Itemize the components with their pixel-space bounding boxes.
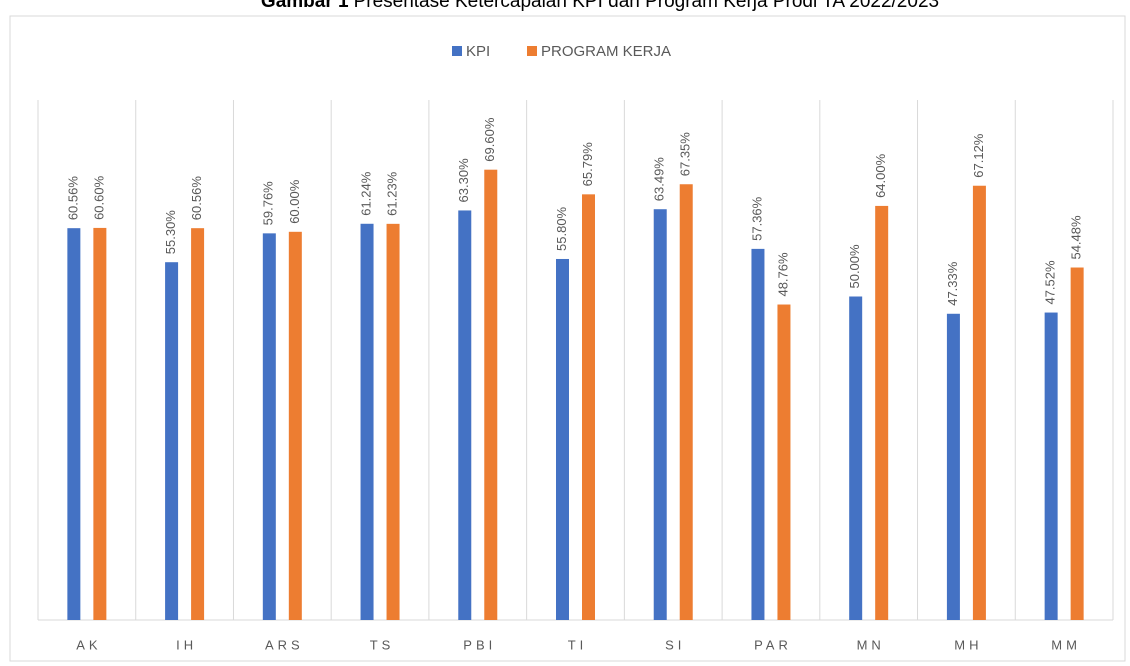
value-label: 67.35% [678,132,693,177]
title-text: Presentase Ketercapaian KPI dan Program … [354,0,940,12]
value-label: 55.80% [554,206,569,251]
value-label: 60.56% [189,176,204,221]
bar [582,194,595,621]
value-label: 64.00% [873,153,888,198]
x-tick-label: ARS [265,637,304,652]
legend-label: PROGRAM KERJA [541,43,671,60]
bar [1070,267,1084,620]
value-label: 60.00% [287,179,302,224]
bar [191,228,205,620]
value-label: 60.60% [91,175,106,220]
bar [1044,312,1058,620]
chart-title: Gambar 1 Presentase Ketercapaian KPI dan … [261,0,939,12]
bar [972,185,986,621]
bar [484,169,498,621]
value-label: 47.33% [945,261,960,306]
bar [556,258,569,620]
bar [386,223,400,620]
value-label: 54.48% [1069,215,1084,260]
value-label: 67.12% [971,133,986,178]
bar [777,304,791,620]
x-tick-label: MH [954,637,982,652]
bar [458,210,472,620]
value-label: 61.23% [384,171,399,216]
bar [875,205,889,621]
bar [946,313,960,620]
value-label: 63.30% [456,158,471,203]
legend-swatch [527,46,537,56]
bar [360,223,374,620]
title-label: Gambar 1 [261,0,349,12]
legend-swatch [452,46,462,56]
value-label: 50.00% [847,244,862,289]
x-tick-label: MN [857,637,885,652]
x-tick-label: PAR [754,637,792,652]
x-tick-label: PBI [463,637,496,652]
bar [849,296,863,620]
value-label: 63.49% [652,157,667,202]
value-label: 65.79% [580,142,595,187]
value-label: 47.52% [1043,260,1058,305]
bar [262,233,276,621]
x-tick-label: AK [76,637,101,652]
bar [653,209,667,620]
value-label: 60.56% [65,176,80,221]
x-tick-label: TS [370,637,395,652]
value-label: 69.60% [482,117,497,162]
x-tick-label: SI [665,637,685,652]
value-label: 57.36% [749,196,764,241]
value-label: 55.30% [163,210,178,255]
bar [165,262,179,620]
x-tick-label: IH [176,637,197,652]
bar [67,228,81,620]
legend-label: KPI [466,43,490,60]
x-tick-label: TI [568,637,588,652]
value-label: 61.24% [358,171,373,216]
bar [679,184,693,621]
bar [751,248,765,620]
bar [93,227,107,620]
x-tick-label: MM [1051,637,1081,652]
bar [288,231,302,621]
value-label: 59.76% [261,181,276,226]
value-label: 48.76% [775,252,790,297]
